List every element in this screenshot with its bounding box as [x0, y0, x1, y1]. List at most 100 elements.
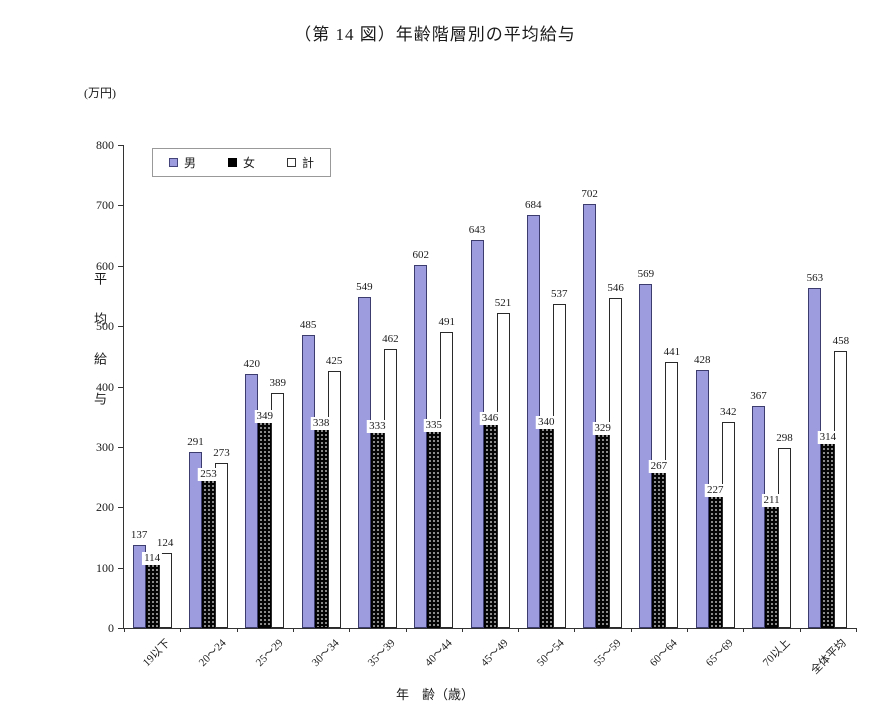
bar-male — [752, 406, 766, 628]
bar-total — [158, 553, 172, 628]
bar-value-label: 458 — [832, 335, 850, 348]
x-axis-category-label: 60～64 — [647, 637, 680, 669]
x-axis-category-label: 55～59 — [591, 637, 624, 669]
y-axis-tick-label: 200 — [96, 500, 114, 515]
bar-male — [357, 296, 371, 628]
bar-value-label: 537 — [551, 287, 568, 300]
bar-female — [652, 466, 666, 628]
bar-value-label: 137 — [130, 529, 148, 542]
y-axis-tick-label: 700 — [96, 198, 114, 213]
bar-total — [552, 303, 566, 628]
legend-item-female: 女 — [228, 154, 255, 171]
legend-item-male: 男 — [169, 154, 196, 171]
bar-male — [695, 369, 709, 628]
bar-female — [258, 417, 272, 628]
y-axis-tick — [118, 628, 123, 629]
bar-total — [440, 331, 454, 628]
y-axis-tick — [118, 145, 123, 146]
bar-total — [214, 463, 228, 628]
bar-value-label: 428 — [693, 353, 711, 366]
x-axis-tick — [743, 628, 745, 632]
chart-title: （第 14 図）年齢階層別の平均給与 — [294, 25, 576, 44]
bar-female — [821, 438, 835, 628]
bar-value-label: 211 — [761, 493, 782, 507]
x-axis-tick — [349, 628, 351, 632]
bar-female — [596, 429, 610, 628]
x-axis-category-label: 50～54 — [535, 637, 567, 669]
y-axis-tick-label: 300 — [96, 439, 114, 454]
bar-female — [370, 426, 384, 628]
bar-total — [609, 298, 623, 628]
bar-value-label: 124 — [156, 537, 174, 550]
bar-total — [383, 349, 397, 628]
plot-area: 男 女 計 0 100 200 300 400 500 600 700 800 137 114 124… — [96, 138, 857, 677]
x-axis-category-label: 19以下 — [140, 637, 173, 669]
bar-value-label: 340 — [536, 415, 557, 429]
bar-value-label: 462 — [382, 333, 399, 346]
x-axis-category-label: 65～69 — [704, 637, 736, 669]
bar-female — [314, 423, 328, 628]
y-axis-unit-label: (万円) — [84, 86, 116, 100]
bar-female — [765, 500, 779, 628]
x-axis-tick — [574, 628, 576, 632]
bar-male — [301, 335, 315, 628]
bar-total — [496, 313, 510, 628]
bar-total — [271, 393, 285, 628]
bar-value-label: 367 — [750, 390, 767, 403]
bar-total — [327, 371, 341, 628]
y-axis-tick — [118, 386, 123, 388]
bar-male — [583, 204, 597, 628]
bar-value-label: 485 — [299, 319, 317, 332]
bar-male — [132, 545, 146, 628]
legend-male-swatch-icon — [169, 158, 178, 167]
x-axis-tick — [180, 628, 182, 632]
x-axis-title: 年 齢（歳） — [395, 687, 474, 702]
bar-value-label: 335 — [423, 418, 444, 432]
x-axis-tick — [461, 628, 463, 632]
bar-value-label: 342 — [719, 405, 737, 418]
bar-value-label: 338 — [310, 416, 332, 430]
bar-value-label: 441 — [663, 345, 681, 358]
bar-value-label: 298 — [776, 432, 793, 445]
bar-male — [245, 374, 259, 628]
y-axis-title: 平均給与 — [92, 272, 107, 432]
x-axis-tick — [124, 628, 125, 632]
legend-total-swatch-icon — [287, 158, 297, 167]
bar-value-label: 602 — [412, 248, 429, 261]
x-axis-category-label: 35～39 — [366, 637, 398, 669]
bar-value-label: 346 — [479, 412, 501, 426]
bar-total — [778, 448, 792, 628]
bar-value-label: 291 — [187, 436, 204, 449]
y-axis-tick-label: 400 — [96, 379, 114, 394]
bar-male — [639, 284, 653, 628]
bar-value-label: 333 — [367, 419, 388, 433]
bar-value-label: 329 — [592, 422, 613, 436]
x-axis-tick — [236, 628, 238, 632]
x-axis-category-label: 25～29 — [253, 637, 286, 669]
y-axis-tick — [118, 446, 123, 448]
bar-male — [414, 264, 428, 628]
y-axis-tick-label: 0 — [108, 621, 114, 635]
legend-item-total: 計 — [287, 154, 314, 171]
bar-total — [721, 421, 735, 628]
bar-value-label: 549 — [356, 280, 373, 293]
y-axis-tick-label: 600 — [96, 258, 114, 273]
bar-value-label: 227 — [704, 483, 726, 497]
x-axis-category-label: 全体平均 — [808, 637, 849, 677]
x-axis-tick — [405, 628, 407, 632]
x-axis-category-label: 45～49 — [478, 637, 511, 669]
bar-female — [708, 490, 722, 628]
bar-value-label: 273 — [213, 447, 230, 460]
x-axis-tick — [799, 628, 801, 632]
legend-label-female: 女 — [243, 156, 256, 170]
x-axis-category-label: 30～34 — [309, 637, 342, 669]
bar-total — [665, 361, 679, 628]
bar-value-label: 253 — [198, 468, 219, 482]
bar-value-label: 314 — [817, 431, 839, 445]
x-axis-tick — [687, 628, 689, 632]
bar-male — [470, 239, 484, 628]
bar-value-label: 389 — [269, 377, 287, 390]
bar-value-label: 114 — [142, 552, 163, 566]
y-axis-tick — [118, 507, 123, 509]
